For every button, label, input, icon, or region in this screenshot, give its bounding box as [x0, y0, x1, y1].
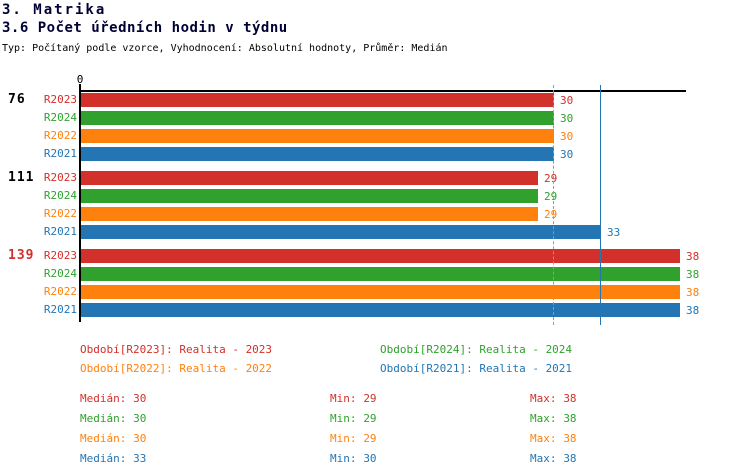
- bar-r2024-group3: [81, 267, 680, 281]
- bar-r2021-group1: [81, 147, 554, 161]
- stat-median-r2023: Medián: 30: [80, 392, 146, 405]
- bar-value-label: 29: [544, 208, 558, 221]
- stat-value: 29: [363, 412, 377, 425]
- bar-r2023-group2: [81, 171, 538, 185]
- stat-label: Min:: [330, 452, 357, 465]
- series-label-r2022: R2022: [43, 207, 77, 220]
- stat-value: 38: [563, 412, 577, 425]
- bar-r2022-group3: [81, 285, 680, 299]
- stat-value: 30: [133, 392, 147, 405]
- stat-label: Medián:: [80, 432, 127, 445]
- stat-max-r2023: Max: 38: [530, 392, 577, 405]
- bar-value-label: 30: [560, 130, 574, 143]
- category-label-76: 76: [8, 92, 26, 107]
- bar-value-label: 38: [686, 286, 700, 299]
- series-label-r2023: R2023: [43, 171, 77, 184]
- bar-r2022-group2: [81, 207, 538, 221]
- stat-value: 30: [133, 432, 147, 445]
- series-label-r2021: R2021: [43, 147, 77, 160]
- series-label-r2023: R2023: [43, 249, 77, 262]
- stat-min-r2023: Min: 29: [330, 392, 377, 405]
- bar-value-label: 33: [607, 226, 621, 239]
- stat-value: 38: [563, 432, 577, 445]
- bar-value-label: 38: [686, 250, 700, 263]
- stat-label: Min:: [330, 432, 357, 445]
- series-label-r2023: R2023: [43, 93, 77, 106]
- series-label-r2024: R2024: [43, 189, 77, 202]
- stat-min-r2024: Min: 29: [330, 412, 377, 425]
- bar-r2024-group2: [81, 189, 538, 203]
- stat-label: Max:: [530, 432, 557, 445]
- bar-r2021-group3: [81, 303, 680, 317]
- category-label-111: 111: [8, 170, 35, 185]
- chart-subtitle: Typ: Počítaný podle vzorce, Vyhodnocení:…: [2, 43, 448, 54]
- legend-item-r2024: Období[R2024]: Realita - 2024: [380, 343, 573, 356]
- stat-label: Min:: [330, 392, 357, 405]
- stat-median-r2024: Medián: 30: [80, 412, 146, 425]
- stat-max-r2021: Max: 38: [530, 452, 577, 465]
- stat-label: Medián:: [80, 412, 127, 425]
- stat-label: Max:: [530, 392, 557, 405]
- bar-value-label: 29: [544, 172, 558, 185]
- chart-title: 3.6 Počet úředních hodin v týdnu: [2, 20, 288, 36]
- bar-r2022-group1: [81, 129, 554, 143]
- stat-value: 30: [133, 412, 147, 425]
- section-title: 3. Matrika: [2, 2, 107, 18]
- bar-value-label: 38: [686, 304, 700, 317]
- stat-max-r2024: Max: 38: [530, 412, 577, 425]
- series-label-r2022: R2022: [43, 129, 77, 142]
- stat-value: 30: [363, 452, 377, 465]
- stat-value: 33: [133, 452, 147, 465]
- bar-value-label: 38: [686, 268, 700, 281]
- stat-value: 29: [363, 432, 377, 445]
- series-label-r2024: R2024: [43, 267, 77, 280]
- legend-item-r2022: Období[R2022]: Realita - 2022: [80, 362, 273, 375]
- bar-value-label: 30: [560, 112, 574, 125]
- bar-r2023-group3: [81, 249, 680, 263]
- stat-value: 38: [563, 452, 577, 465]
- bar-value-label: 29: [544, 190, 558, 203]
- median-line-orange: [553, 85, 554, 325]
- stat-label: Min:: [330, 412, 357, 425]
- stat-label: Max:: [530, 412, 557, 425]
- legend-item-r2021: Období[R2021]: Realita - 2021: [380, 362, 573, 375]
- bar-r2023-group1: [81, 93, 554, 107]
- stat-max-r2022: Max: 38: [530, 432, 577, 445]
- stat-value: 29: [363, 392, 377, 405]
- stat-label: Medián:: [80, 392, 127, 405]
- series-label-r2021: R2021: [43, 225, 77, 238]
- series-label-r2022: R2022: [43, 285, 77, 298]
- stat-median-r2022: Medián: 30: [80, 432, 146, 445]
- stat-value: 38: [563, 392, 577, 405]
- series-label-r2024: R2024: [43, 111, 77, 124]
- stat-median-r2021: Medián: 33: [80, 452, 146, 465]
- series-label-r2021: R2021: [43, 303, 77, 316]
- stat-label: Medián:: [80, 452, 127, 465]
- bar-r2024-group1: [81, 111, 554, 125]
- category-label-139: 139: [8, 248, 35, 263]
- bar-r2021-group2: [81, 225, 601, 239]
- median-line-blue: [600, 85, 601, 325]
- legend-item-r2023: Období[R2023]: Realita - 2023: [80, 343, 273, 356]
- bar-value-label: 30: [560, 94, 574, 107]
- stat-min-r2022: Min: 29: [330, 432, 377, 445]
- x-axis-line: [79, 90, 686, 92]
- bar-value-label: 30: [560, 148, 574, 161]
- x-axis-origin-label: 0: [76, 73, 84, 86]
- y-axis-line: [79, 84, 81, 322]
- stat-label: Max:: [530, 452, 557, 465]
- stat-min-r2021: Min: 30: [330, 452, 377, 465]
